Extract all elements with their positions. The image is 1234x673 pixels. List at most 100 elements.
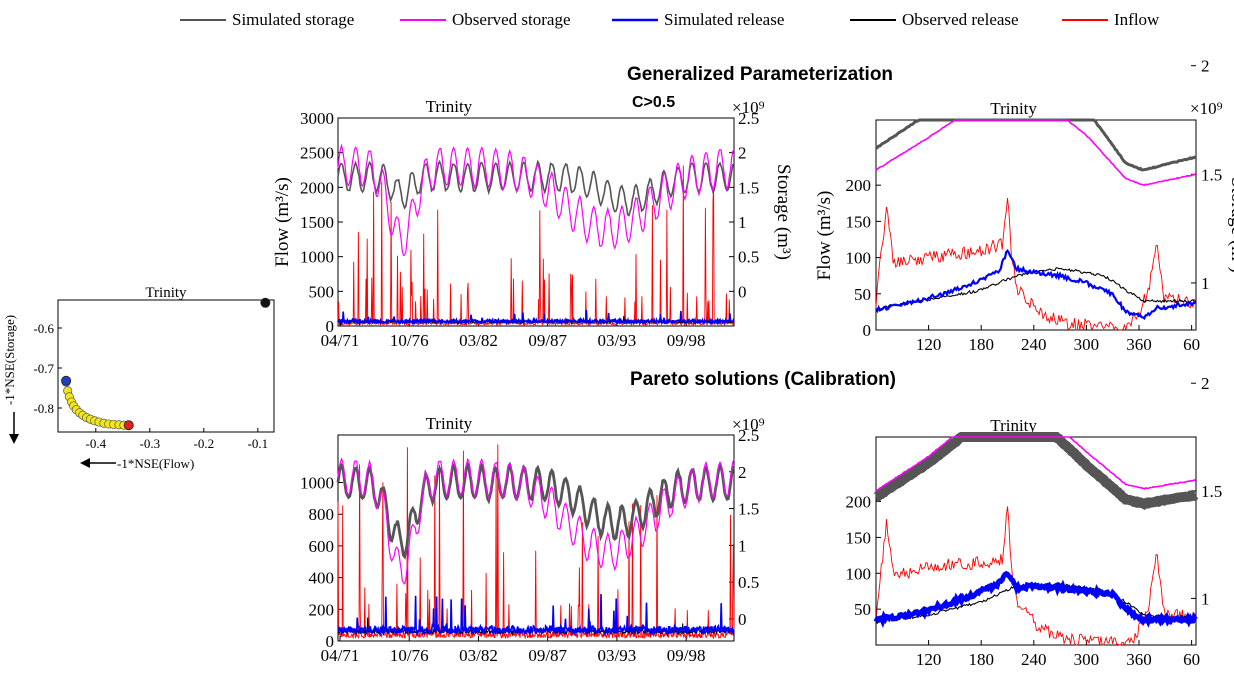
ts-title: Trinity	[426, 97, 473, 116]
ts-ytick-label: 1500	[300, 213, 334, 232]
season-ylabel: Flow (m³/s)	[814, 191, 835, 281]
pareto-highlight-point	[260, 297, 271, 308]
ts-xtick-label: 10/76	[390, 331, 429, 350]
season-y2tick-label: 1.5	[1201, 482, 1222, 501]
pareto-ylabel: -1*NSE(Storage)	[2, 315, 17, 405]
ts-y2tick-label: 1.5	[738, 178, 759, 197]
series-line-simulated-storage	[875, 118, 1197, 172]
ts-xtick-label: 03/93	[598, 331, 637, 350]
ts-ylabel: Flow (m³/s)	[272, 177, 293, 267]
season-xtick-label: 240	[1021, 650, 1047, 669]
ts-xtick-label: 09/98	[667, 646, 706, 665]
legend-label-sim-storage: Simulated storage	[232, 10, 354, 29]
ts-y2tick-label: 2.5	[738, 109, 759, 128]
legend-label-inflow: Inflow	[1114, 10, 1160, 29]
ts-y2tick-label: 0.5	[738, 248, 759, 267]
ts-xtick-label: 03/82	[459, 646, 498, 665]
season-ytick-label: 0	[863, 321, 872, 340]
ts-xtick-label: 04/71	[321, 331, 360, 350]
series-line-observed-storage	[875, 119, 1196, 187]
pareto-xtick-label: -0.3	[140, 436, 161, 451]
pareto-xtick-label: -0.4	[86, 436, 107, 451]
season-ytick-label: 150	[846, 528, 872, 547]
season-y2tick-label: 1	[1201, 274, 1210, 293]
ts-ytick-label: 0	[326, 317, 335, 336]
ts-y2tick-label: 1.5	[738, 500, 759, 519]
ts-xtick-label: 09/98	[667, 331, 706, 350]
season-y2-exponent: ×10⁹	[1190, 99, 1223, 118]
heading-pareto: Pareto solutions (Calibration)	[630, 369, 896, 390]
ts-y2tick-label: 2.5	[738, 426, 759, 445]
panel-pareto-timeseries: Trinity 0 200 400 600 800 1000 0 0.5 1 1.5 2 2.5×10⁹…	[300, 414, 765, 665]
ts-y2-exponent: ×10⁹	[732, 415, 765, 434]
heading-generalized: Generalized Parameterization	[627, 64, 893, 85]
pareto-highlight-point	[61, 375, 72, 386]
series-line-observed-storage	[337, 143, 735, 257]
series-line-simulated-storage	[336, 461, 736, 560]
season-xtick-label: 300	[1074, 335, 1100, 354]
ts-ytick-label: 500	[309, 282, 335, 301]
legend: Simulated storage Observed storage Simul…	[180, 10, 1160, 29]
season-ytick-label: 150	[846, 212, 872, 231]
pareto-highlight-point	[123, 420, 134, 431]
season-xtick-label: 360	[1126, 335, 1152, 354]
pareto-xtick-label: -0.1	[248, 436, 269, 451]
season-xtick-label: 180	[968, 335, 994, 354]
season-ytick-label: 100	[846, 249, 872, 268]
season-xtick-label: 120	[916, 650, 942, 669]
ts-ytick-label: 200	[309, 600, 335, 619]
pareto-x-arrowhead	[80, 458, 90, 468]
season-xtick-label: 60	[1183, 650, 1200, 669]
ts-y2-exponent: ×10⁹	[732, 98, 765, 117]
season-y2tick-label: 1.5	[1201, 165, 1222, 184]
panel-generalized-timeseries: Trinity 0 500 1000 1500 2000 2500 3000 0 0.5 1 1.5 2…	[272, 97, 794, 350]
season-title: Trinity	[990, 416, 1037, 435]
ts-y2tick-label: 0	[738, 282, 747, 301]
season-ytick-label: 200	[846, 493, 872, 512]
series-line-inflow	[337, 444, 735, 640]
ts-y2tick-label: 0	[738, 610, 747, 629]
ts-ytick-label: 1000	[300, 248, 334, 267]
series-line-inflow	[875, 198, 1196, 332]
series-line-simulated-storage	[873, 432, 1199, 510]
pareto-axes-box	[57, 299, 275, 433]
pareto-panel: Trinity -0.4 -0.3 -0.2 -0.1 -0.6 -0.7 -0.8 -1*…	[2, 285, 275, 471]
ts-ytick-label: 2000	[300, 178, 334, 197]
season-xtick-label: 360	[1126, 650, 1152, 669]
pareto-ytick-label: -0.7	[33, 361, 54, 376]
ts-xtick-label: 09/87	[528, 646, 567, 665]
season-xtick-label: 180	[968, 650, 994, 669]
ts-title: Trinity	[426, 414, 473, 433]
ts-ytick-label: 1000	[300, 474, 334, 493]
ts-ytick-label: 400	[309, 569, 335, 588]
ts-ytick-label: 2500	[300, 144, 334, 163]
legend-label-sim-release: Simulated release	[664, 10, 784, 29]
series-line-observed-storage	[337, 457, 735, 585]
season-title: Trinity	[990, 99, 1037, 118]
pareto-xlabel: -1*NSE(Flow)	[117, 456, 194, 471]
ts-ytick-label: 0	[326, 632, 335, 651]
series-line-observed-storage	[875, 436, 1196, 492]
series-line-simulated-release	[873, 570, 1198, 629]
ts-y2tick-label: 1	[738, 536, 747, 555]
season-y2label: Storage (m³)	[1227, 177, 1234, 273]
series-line-simulated-release	[337, 593, 735, 637]
pareto-y-arrowhead	[9, 434, 19, 444]
season-y2tick-label: 2	[1201, 57, 1210, 76]
season-y2tick-label: 1	[1201, 589, 1210, 608]
pareto-title: Trinity	[145, 285, 187, 301]
season-ytick-label: 100	[846, 564, 872, 583]
panel-pareto-seasonal: Trinity 50 100 150 200 1 1.5 2 120 180 240 300 360 60	[846, 374, 1223, 669]
panel-generalized-seasonal: Trinity 0 50 100 150 200 1 1.5 2 ×10⁹ 120 180 240 300…	[814, 57, 1234, 354]
condition-label: C>0.5	[632, 94, 675, 111]
ts-y2tick-label: 2	[738, 463, 747, 482]
ts-xtick-label: 03/93	[598, 646, 637, 665]
pareto-ytick-label: -0.6	[33, 321, 54, 336]
season-ytick-label: 50	[854, 600, 871, 619]
season-ytick-label: 50	[854, 285, 871, 304]
ts-y2tick-label: 1	[738, 213, 747, 232]
ts-ytick-label: 3000	[300, 109, 334, 128]
series-line-inflow	[875, 506, 1196, 647]
season-xtick-label: 300	[1074, 650, 1100, 669]
